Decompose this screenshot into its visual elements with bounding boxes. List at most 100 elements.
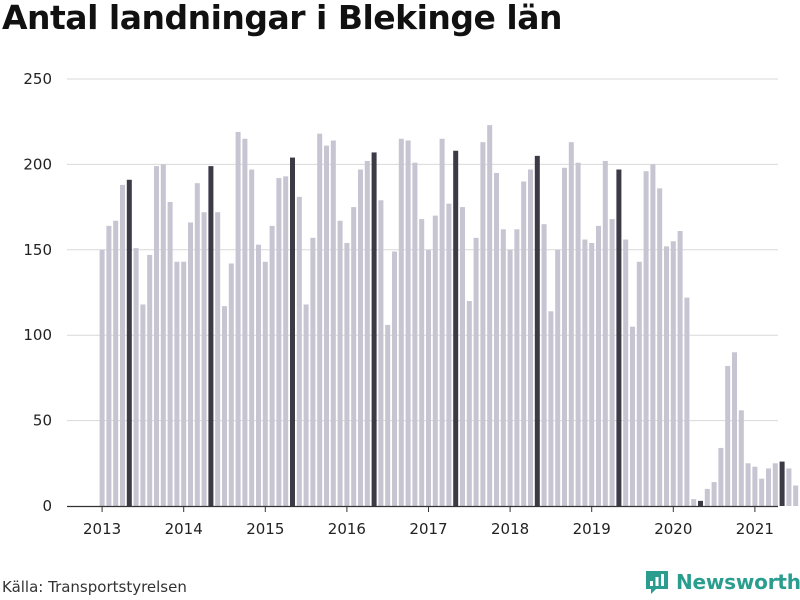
bar bbox=[650, 164, 656, 506]
bar bbox=[759, 478, 765, 506]
bar bbox=[446, 203, 452, 506]
bar bbox=[460, 207, 465, 506]
bar bbox=[330, 140, 336, 507]
x-tick-label: 2013 bbox=[83, 520, 121, 538]
bar bbox=[324, 145, 329, 507]
bar bbox=[670, 241, 676, 506]
y-axis-tick-labels: 0 50 100 150 200 250 bbox=[23, 70, 52, 515]
bar bbox=[419, 219, 425, 506]
bar bbox=[643, 171, 649, 507]
bar bbox=[528, 169, 533, 506]
bar bbox=[194, 183, 200, 506]
bar bbox=[317, 133, 323, 506]
bar bbox=[514, 229, 520, 507]
bar bbox=[106, 225, 112, 506]
bar bbox=[276, 178, 282, 506]
bar bbox=[772, 463, 778, 506]
y-tick-label: 250 bbox=[23, 70, 52, 88]
x-tick-label: 2020 bbox=[654, 520, 692, 538]
bar bbox=[704, 488, 710, 506]
bar bbox=[405, 140, 411, 507]
bar bbox=[487, 125, 493, 507]
bar bbox=[426, 249, 431, 507]
x-tick-label: 2014 bbox=[165, 520, 203, 538]
bar bbox=[385, 324, 391, 506]
bar bbox=[589, 242, 595, 506]
bar bbox=[636, 261, 642, 506]
page-title: Antal landningar i Blekinge län bbox=[2, 0, 563, 37]
brand-logo: Newsworthy bbox=[644, 568, 800, 596]
bar bbox=[269, 225, 275, 506]
bar bbox=[500, 229, 506, 507]
bar bbox=[228, 263, 234, 506]
bar bbox=[541, 224, 547, 506]
bar bbox=[439, 138, 445, 506]
bar bbox=[752, 466, 758, 506]
x-tick-label: 2018 bbox=[491, 520, 529, 538]
bar bbox=[242, 138, 248, 506]
bar bbox=[745, 463, 751, 506]
bar bbox=[215, 212, 221, 506]
bar bbox=[562, 167, 567, 506]
bar bbox=[222, 306, 227, 506]
bar bbox=[154, 166, 159, 507]
y-tick-label: 200 bbox=[23, 155, 52, 173]
bar bbox=[684, 297, 690, 506]
bar bbox=[126, 179, 132, 506]
bar bbox=[160, 164, 166, 506]
bar bbox=[793, 485, 799, 506]
y-tick-label: 100 bbox=[23, 326, 52, 344]
bar bbox=[147, 254, 153, 506]
bar bbox=[208, 166, 214, 507]
bar bbox=[133, 248, 139, 506]
bar bbox=[766, 468, 771, 506]
bar bbox=[548, 311, 554, 506]
bar bbox=[677, 231, 683, 506]
bar bbox=[575, 162, 581, 506]
bar bbox=[235, 131, 241, 506]
bar bbox=[113, 220, 119, 506]
bar bbox=[616, 169, 622, 506]
bar bbox=[657, 188, 663, 506]
bar bbox=[351, 207, 357, 506]
bar bbox=[711, 482, 717, 506]
y-tick-label: 50 bbox=[33, 412, 52, 430]
bar bbox=[99, 249, 105, 507]
bar bbox=[623, 239, 629, 507]
bar bbox=[337, 220, 343, 506]
x-tick-label: 2019 bbox=[573, 520, 611, 538]
bar bbox=[188, 222, 193, 506]
bar bbox=[596, 225, 601, 506]
bar bbox=[120, 184, 125, 506]
bar bbox=[738, 410, 744, 506]
bar bbox=[262, 261, 268, 506]
bar bbox=[568, 142, 574, 506]
bar bbox=[296, 196, 302, 506]
bar bbox=[358, 169, 363, 506]
bar bbox=[256, 244, 261, 506]
bar bbox=[174, 261, 180, 506]
bar bbox=[602, 160, 608, 507]
bar bbox=[201, 212, 207, 506]
x-tick-label: 2015 bbox=[246, 520, 284, 538]
bar bbox=[534, 155, 540, 507]
bar bbox=[582, 239, 588, 507]
bar bbox=[412, 162, 418, 506]
bar bbox=[283, 176, 289, 507]
bar bbox=[140, 304, 146, 506]
bar bbox=[181, 261, 187, 506]
bar bbox=[480, 142, 486, 506]
bar bbox=[364, 160, 370, 507]
bar bbox=[473, 237, 479, 506]
bar bbox=[466, 301, 472, 506]
newsworthy-chart-icon bbox=[646, 571, 668, 594]
bar bbox=[432, 215, 438, 506]
bar bbox=[698, 500, 703, 506]
bar bbox=[725, 365, 731, 506]
x-tick-label: 2021 bbox=[736, 520, 774, 538]
bar bbox=[371, 152, 377, 506]
bar bbox=[732, 352, 737, 506]
bar bbox=[398, 138, 404, 506]
bar bbox=[290, 157, 295, 506]
